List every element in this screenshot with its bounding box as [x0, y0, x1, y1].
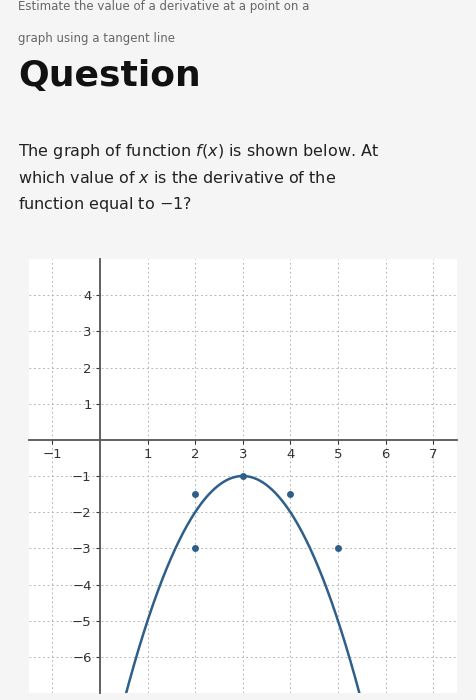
Text: graph using a tangent line: graph using a tangent line — [19, 32, 176, 45]
Text: The graph of function $f(x)$ is shown below. At
which value of $x$ is the deriva: The graph of function $f(x)$ is shown be… — [19, 142, 380, 214]
Text: Question: Question — [19, 59, 201, 93]
Text: Estimate the value of a derivative at a point on a: Estimate the value of a derivative at a … — [19, 0, 310, 13]
